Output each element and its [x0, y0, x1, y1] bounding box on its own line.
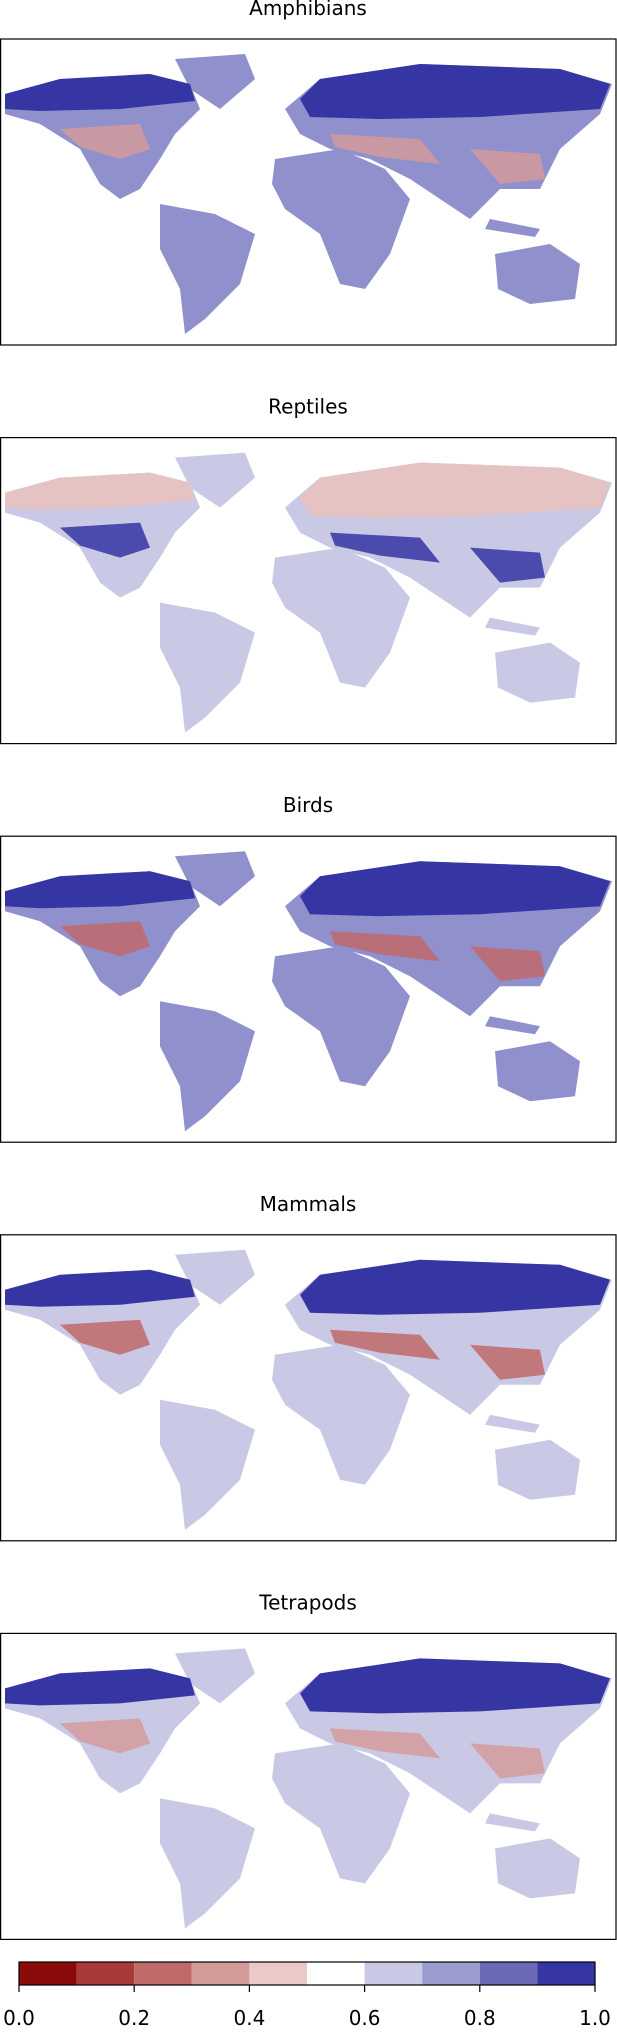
- map-frame: [0, 38, 617, 346]
- colorbar-bin: [134, 1962, 192, 1985]
- map: [0, 437, 617, 745]
- colorbar-tick-label: 0.6: [349, 2006, 381, 2030]
- colorbar-bin: [249, 1962, 307, 1985]
- map-frame: [0, 1234, 617, 1542]
- map-frame: [0, 1632, 617, 1941]
- panel-title: Amphibians: [249, 0, 367, 20]
- colorbar-tick-label: 0.2: [118, 2006, 150, 2030]
- panel-title: Tetrapods: [258, 1590, 357, 1614]
- colorbar-tick-label: 0.8: [464, 2006, 496, 2030]
- map: [0, 835, 617, 1143]
- colorbar-tick-label: 0.0: [3, 2006, 35, 2030]
- map-frame: [0, 835, 617, 1143]
- map-frame: [0, 437, 617, 745]
- colorbar-bin: [364, 1962, 423, 1985]
- colorbar-frame: [18, 1961, 596, 1986]
- colorbar-tick-label: 1.0: [579, 2006, 611, 2030]
- panel-title: Reptiles: [268, 395, 348, 419]
- colorbar-bin: [537, 1962, 595, 1985]
- colorbar-bin: [76, 1962, 135, 1985]
- colorbar-bin: [191, 1962, 250, 1985]
- panel-title: Birds: [283, 793, 333, 817]
- panel-title: Mammals: [260, 1192, 357, 1216]
- colorbar-bin: [479, 1962, 538, 1985]
- map: [0, 1632, 617, 1941]
- map: [0, 38, 617, 346]
- colorbar-bin: [307, 1962, 365, 1985]
- map: [0, 1234, 617, 1542]
- colorbar-tick-label: 0.4: [233, 2006, 265, 2030]
- colorbar-bin: [422, 1962, 480, 1985]
- colorbar-bin: [19, 1962, 77, 1985]
